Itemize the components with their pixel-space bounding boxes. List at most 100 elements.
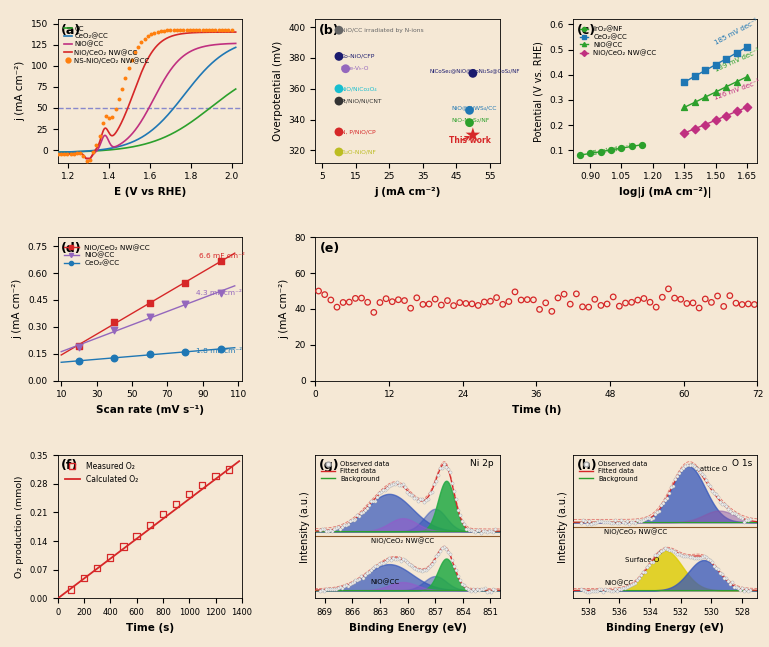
Point [103,113,115,124]
Point [731,48,743,58]
Point [711,291,724,302]
Text: NiO/CC irradiated by N-ions: NiO/CC irradiated by N-ions [341,28,423,33]
Point [432,549,444,560]
Text: 6.6 mF cm⁻²: 6.6 mF cm⁻² [199,253,245,259]
Point [436,463,448,474]
Point [179,278,191,288]
Point [441,547,454,557]
Point [371,561,383,571]
Point [373,558,385,569]
Point [625,580,638,591]
Point [78,573,90,583]
Point [621,582,634,592]
Point [333,96,345,106]
Point [577,302,589,312]
Point [361,503,374,513]
Point [203,25,215,35]
Point [717,573,730,584]
Point [412,565,424,575]
Point [675,465,687,475]
Point [131,531,143,541]
Point [177,25,189,35]
Point [345,514,358,525]
Point [386,296,398,307]
Text: NiO-Ni₂S₂/NF: NiO-Ni₂S₂/NF [451,118,489,123]
Point [737,517,750,527]
Point [689,553,701,563]
Point [639,567,651,577]
Point [335,521,348,532]
Point [635,516,647,526]
Point [318,524,330,534]
Point [688,124,701,134]
Point [479,583,491,593]
Point [619,298,631,308]
Point [481,587,494,597]
Point [222,465,235,475]
Point [446,554,458,565]
Point [631,575,644,586]
Point [599,584,611,594]
Point [623,519,635,529]
Point [609,584,621,594]
Point [318,289,331,300]
Point [225,25,238,35]
Point [324,525,336,535]
Text: NiO/CeO₂ NW@CC: NiO/CeO₂ NW@CC [371,537,434,544]
Point [338,581,350,591]
Point [357,573,369,583]
Point [528,294,540,305]
Point [617,583,629,593]
Point [141,31,154,41]
Point [605,145,618,155]
Point [339,520,351,530]
Point [710,87,722,97]
Point [411,292,423,303]
Legend: NiO/CeO₂ NW@CC, NiO@CC, CeO₂@CC: NiO/CeO₂ NW@CC, NiO@CC, CeO₂@CC [62,241,153,269]
Point [97,118,109,128]
Point [430,551,442,562]
Point [368,307,380,318]
Point [638,515,650,525]
Point [726,508,738,518]
Point [635,570,647,580]
Point [699,294,711,304]
Text: (c): (c) [577,24,596,37]
Point [582,302,594,313]
Point [363,567,375,577]
Point [357,507,369,518]
Point [741,515,754,525]
Point [595,516,608,526]
Point [314,586,326,596]
Point [638,566,650,576]
Point [741,102,753,113]
Point [688,97,701,107]
Point [659,495,671,505]
Point [434,545,446,556]
Point [404,303,417,313]
Point [585,520,598,530]
Point [478,297,491,307]
Point [583,586,595,597]
Point [675,550,687,560]
Point [333,51,345,61]
Point [603,585,615,595]
Point [108,325,121,336]
Point [741,42,753,52]
Point [404,490,417,500]
Point [489,524,501,534]
Point [701,479,714,490]
Point [441,463,454,474]
Text: 139 mV dec⁻¹: 139 mV dec⁻¹ [714,48,761,73]
Point [414,494,427,504]
Point [591,586,603,596]
Point [694,466,706,477]
Point [595,584,608,594]
Point [734,585,746,595]
Point [679,461,691,471]
Point [65,584,77,595]
Point [379,485,391,496]
Point [727,508,740,518]
Point [464,105,476,116]
Point [636,140,648,150]
